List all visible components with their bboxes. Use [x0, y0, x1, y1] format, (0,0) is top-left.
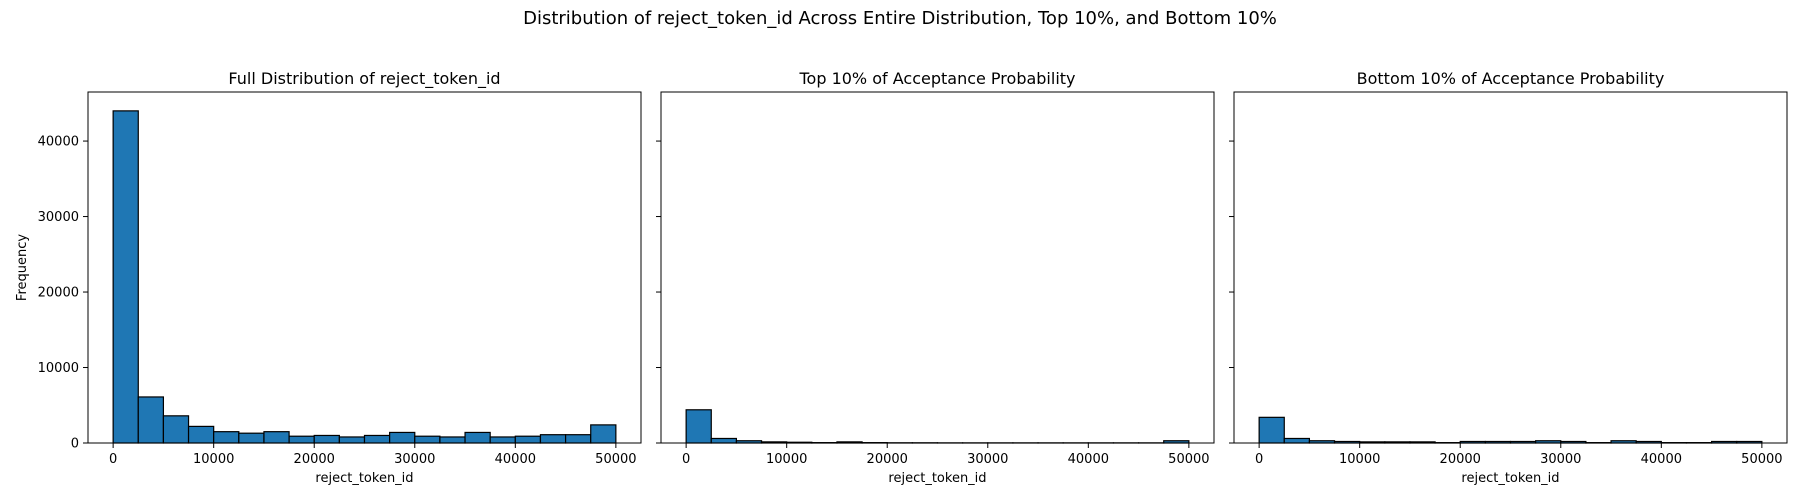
x-tick-label: 10000: [766, 452, 807, 467]
histogram-bar: [1283, 437, 1311, 444]
axes-frame: [87, 91, 642, 444]
x-axis-label: reject_token_id: [1461, 471, 1559, 486]
x-tick-label: 40000: [1068, 452, 1109, 467]
x-tick-label: 0: [1255, 452, 1263, 467]
x-tick-label: 30000: [1540, 452, 1581, 467]
x-tick-label: 20000: [294, 452, 335, 467]
x-tick-label: 30000: [394, 452, 435, 467]
histogram-bar: [514, 435, 542, 444]
histogram-bar: [137, 396, 165, 444]
histogram-bar: [590, 424, 617, 444]
subplot-3: 0 10000 20000 30000 40000 50000 Bottom 10% of …: [1229, 69, 1788, 486]
histogram-bar: [539, 434, 567, 444]
histogram-bar: [414, 435, 441, 444]
histogram-bar: [213, 431, 240, 444]
histogram-bar: [389, 431, 416, 444]
x-tick-label: 10000: [193, 452, 234, 467]
x-tick-label: 10000: [1339, 452, 1380, 467]
x-tick-label: 50000: [1741, 452, 1782, 467]
subplot-2: 0 10000 20000 30000 40000 50000 Top 10% of Acc…: [656, 69, 1215, 486]
histogram-bar: [439, 436, 466, 444]
histogram-bar: [112, 110, 139, 444]
subplot-title: Bottom 10% of Acceptance Probability: [1357, 69, 1665, 88]
histogram-bar: [564, 434, 592, 444]
y-axis-label: Frequency: [15, 234, 30, 301]
subplot-title: Top 10% of Acceptance Probability: [798, 69, 1075, 88]
x-tick-label: 20000: [1440, 452, 1481, 467]
y-tick-label: 0: [71, 437, 79, 452]
y-tick-label: 30000: [38, 210, 79, 225]
figure-suptitle: Distribution of reject_token_id Across E…: [523, 8, 1277, 29]
x-tick-label: 0: [109, 452, 117, 467]
histogram-bar: [685, 409, 712, 444]
y-tick-label: 40000: [38, 135, 79, 150]
histogram-bar: [489, 436, 516, 444]
axes-frame: [660, 91, 1215, 444]
histogram-bar: [162, 415, 190, 444]
x-axis-label: reject_token_id: [888, 471, 986, 486]
x-tick-label: 0: [682, 452, 690, 467]
histogram-bar: [238, 432, 265, 444]
x-tick-label: 30000: [967, 452, 1008, 467]
histogram-bar: [263, 431, 290, 444]
x-tick-label: 20000: [867, 452, 908, 467]
x-tick-label: 40000: [1641, 452, 1682, 467]
histogram-bar: [464, 431, 491, 444]
x-tick-label: 50000: [595, 452, 636, 467]
histogram-bar: [710, 437, 738, 444]
histogram-bar: [288, 435, 315, 444]
x-axis-label: reject_token_id: [315, 471, 413, 486]
histogram-bar: [313, 434, 340, 444]
histogram-bar: [1258, 416, 1285, 444]
subplot-title: Full Distribution of reject_token_id: [228, 69, 500, 89]
x-tick-label: 50000: [1168, 452, 1209, 467]
y-tick-label: 10000: [38, 361, 79, 376]
axes-frame: [1233, 91, 1788, 444]
subplot-1: 0 10000 20000 30000 40000 50000 0 10000 20000 300…: [15, 69, 642, 486]
y-tick-label: 20000: [38, 286, 79, 301]
histogram-bar: [363, 434, 391, 444]
histogram-bar: [338, 436, 366, 444]
x-tick-label: 40000: [495, 452, 536, 467]
histogram-bar: [187, 425, 215, 444]
